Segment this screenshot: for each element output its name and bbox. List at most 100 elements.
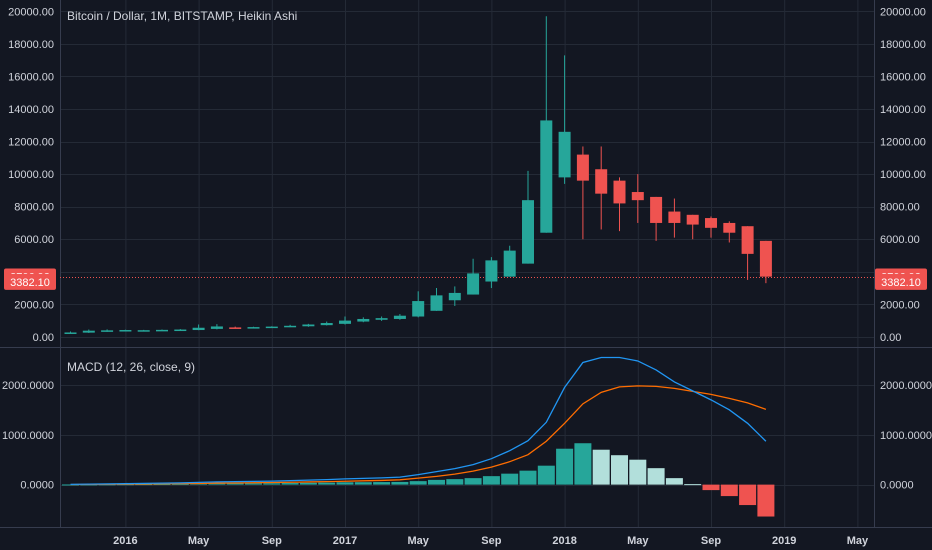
histogram-bar — [391, 481, 409, 485]
histogram-bar — [62, 484, 79, 486]
histogram-bar — [611, 455, 628, 485]
histogram-bar — [629, 459, 647, 485]
price-axis-label-right: 0.00 — [880, 332, 901, 344]
candle-body — [631, 192, 644, 201]
price-axis-label-right: 18000.00 — [880, 39, 926, 51]
candle-body — [686, 214, 699, 225]
x-axis-label: Sep — [262, 535, 282, 547]
x-axis-label: May — [188, 535, 210, 547]
macd-axis-label-right: 0.0000 — [880, 480, 914, 492]
candle-body — [412, 301, 425, 317]
candle-body — [503, 250, 516, 277]
candles — [64, 16, 772, 334]
candle-body — [192, 327, 205, 331]
candle-body — [137, 330, 150, 332]
histogram-bar — [190, 483, 208, 485]
second-price-tag-left-bg — [4, 273, 56, 290]
price-axis-label-left: 0.00 — [33, 332, 54, 344]
chart-title: Bitcoin / Dollar, 1M, BITSTAMP, Heikin A… — [67, 9, 297, 23]
price-axis-label-right: 10000.00 — [880, 169, 926, 181]
price-axis-label-right: 20000.00 — [880, 6, 926, 18]
x-axis-label: Sep — [701, 535, 721, 547]
candle-body — [668, 211, 681, 223]
candle-body — [156, 329, 168, 332]
histogram-bar — [226, 483, 244, 485]
candle-body — [759, 240, 772, 277]
price-axis-label-right: 16000.00 — [880, 71, 926, 83]
candle-body — [357, 318, 370, 322]
histogram-bar — [299, 482, 317, 485]
candle-body — [284, 325, 297, 328]
histogram-bar — [501, 473, 519, 485]
histogram-bar — [684, 484, 702, 486]
histogram-bar — [171, 483, 189, 485]
candle-body — [595, 169, 608, 194]
x-axis-label: May — [627, 535, 649, 547]
candle-body — [576, 154, 589, 181]
histogram-bar — [757, 484, 775, 517]
candle-body — [119, 330, 132, 332]
macd-histogram — [62, 443, 775, 517]
histogram-bar — [556, 448, 574, 485]
histogram-bar — [647, 468, 665, 485]
grid-lines — [60, 0, 874, 527]
second-price-tag-right: 3382.10 — [881, 277, 921, 289]
candle-body — [705, 218, 717, 228]
price-axis-label-left: 6000.00 — [14, 234, 54, 246]
histogram-bar — [537, 465, 555, 485]
candle-body — [247, 327, 260, 329]
histogram-bar — [720, 484, 738, 497]
second-price-tag-left: 3382.10 — [10, 277, 50, 289]
histogram-bar — [464, 478, 482, 485]
x-axis-label: 2017 — [333, 535, 357, 547]
price-axis-label-left: 14000.00 — [8, 104, 54, 116]
histogram-bar — [446, 479, 464, 485]
histogram-bar — [336, 482, 354, 485]
histogram-bar — [409, 481, 427, 485]
macd-axis-label-right: 2000.0000 — [880, 380, 932, 392]
candle-body — [613, 180, 626, 204]
price-axis-label-left: 20000.00 — [8, 6, 54, 18]
candle-body — [82, 330, 95, 333]
histogram-bar — [373, 482, 391, 485]
histogram-bar — [665, 478, 683, 485]
x-axis-label: 2016 — [113, 535, 137, 547]
candle-body — [210, 326, 223, 329]
price-axis-label-left: 8000.00 — [14, 202, 54, 214]
histogram-bar — [592, 449, 610, 485]
macd-axis-label-left: 2000.0000 — [2, 380, 54, 392]
price-axis-label-right: 2000.00 — [880, 299, 920, 311]
candle-body — [522, 200, 534, 264]
x-axis-label: May — [407, 535, 429, 547]
price-axis-label-left: 10000.00 — [8, 169, 54, 181]
price-axis-label-right: 8000.00 — [880, 202, 920, 214]
x-axis-label: 2018 — [552, 535, 576, 547]
histogram-bar — [702, 484, 720, 491]
histogram-bar — [354, 482, 372, 485]
histogram-bar — [574, 443, 592, 485]
histogram-bar — [263, 483, 281, 485]
macd-line — [70, 356, 767, 486]
candle-body — [339, 320, 351, 324]
histogram-bar — [739, 484, 757, 506]
candle-body — [101, 330, 114, 332]
price-axis-label-right: 12000.00 — [880, 137, 926, 149]
candle-body — [320, 323, 333, 326]
x-axis-label: May — [847, 535, 869, 547]
price-axis-label-left: 12000.00 — [8, 137, 54, 149]
candle-body — [430, 295, 443, 311]
candle-body — [448, 292, 461, 301]
histogram-bar — [482, 476, 500, 485]
price-axis-label-left: 18000.00 — [8, 39, 54, 51]
candle-body — [302, 324, 315, 327]
candle-body — [558, 131, 571, 178]
x-axis-label: Sep — [481, 535, 501, 547]
histogram-bar — [153, 483, 171, 485]
candle-body — [375, 318, 388, 320]
price-axis-label-left: 16000.00 — [8, 71, 54, 83]
candle-body — [174, 329, 187, 332]
price-axis-label-right: 6000.00 — [880, 234, 920, 246]
macd-axis-label-left: 0.0000 — [20, 480, 54, 492]
